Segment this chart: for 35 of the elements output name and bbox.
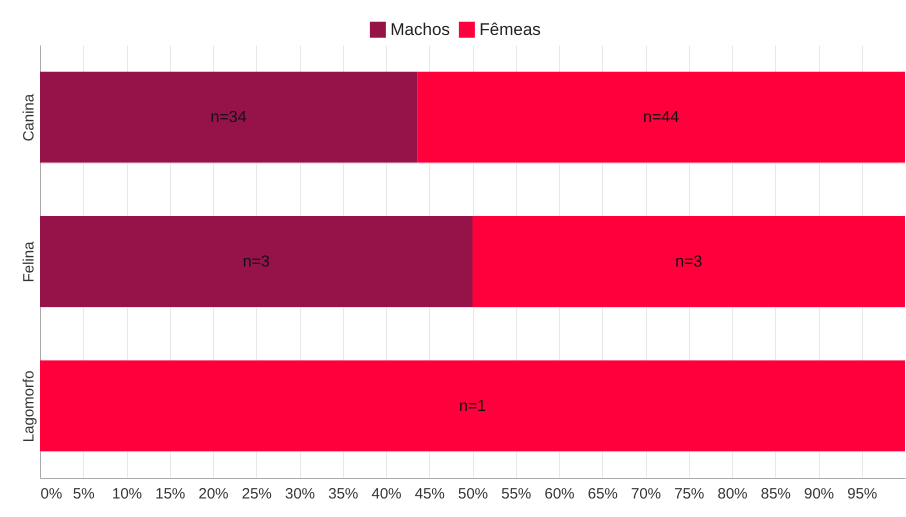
- x-tick-label: 40%: [371, 486, 402, 502]
- x-tick-label: 90%: [804, 486, 834, 502]
- bar: [40, 216, 472, 307]
- x-tick-label: 50%: [458, 486, 488, 502]
- x-tick-label: 30%: [284, 486, 316, 502]
- x-tick-label: 55%: [501, 486, 532, 502]
- bar: [40, 360, 905, 452]
- x-tick-label: 20%: [198, 486, 229, 502]
- x-tick-label: 70%: [630, 486, 662, 502]
- bar: [40, 72, 418, 163]
- x-tick-label: 35%: [328, 486, 358, 502]
- legend-label: Machos: [390, 20, 450, 39]
- x-tick-label: 95%: [847, 486, 878, 502]
- legend-label: Fêmeas: [479, 20, 541, 39]
- annotation: n=1: [458, 398, 486, 415]
- y-tick-label: Canina: [20, 93, 38, 142]
- x-tick-label: 5%: [72, 486, 95, 502]
- annotation: n=3: [675, 254, 702, 270]
- x-tick-label: 80%: [717, 486, 748, 502]
- x-tick-label: 65%: [588, 486, 618, 502]
- x-tick-label: 25%: [242, 486, 272, 502]
- bar: [472, 216, 905, 307]
- annotation: n=44: [643, 109, 680, 126]
- bar: [417, 72, 905, 163]
- x-tick-label: 60%: [544, 486, 575, 502]
- annotation: n=34: [210, 109, 247, 126]
- x-tick-label: 85%: [760, 486, 791, 502]
- x-tick-label: 0%: [40, 486, 62, 502]
- annotation: n=3: [242, 254, 270, 270]
- y-tick-label: Felina: [20, 240, 38, 282]
- x-tick-label: 75%: [674, 486, 704, 502]
- x-tick-label: 15%: [155, 486, 186, 502]
- x-tick-label: 45%: [414, 486, 445, 502]
- x-tick-label: 10%: [112, 486, 142, 502]
- y-tick-label: Lagomorfo: [20, 370, 38, 442]
